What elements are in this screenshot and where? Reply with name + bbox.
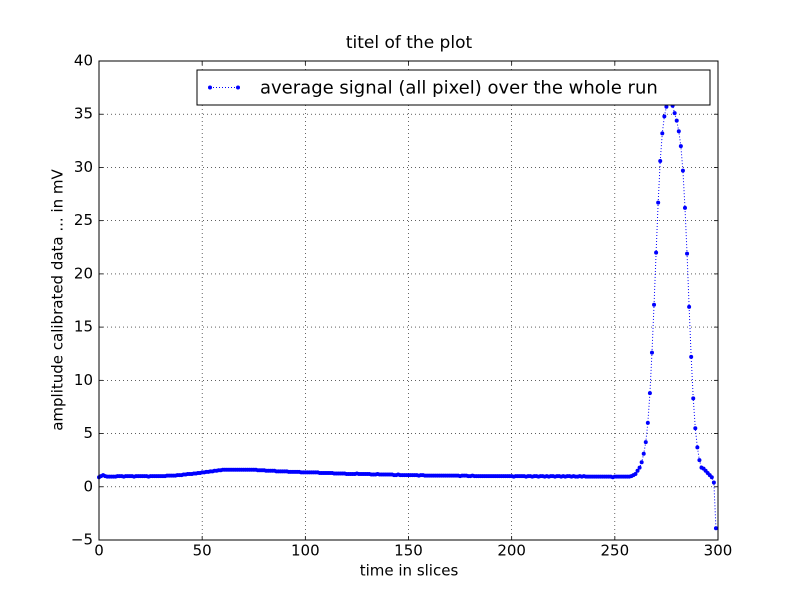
data-point — [678, 144, 683, 149]
legend: average signal (all pixel) over the whol… — [196, 69, 711, 106]
data-point — [689, 354, 694, 359]
data-point — [662, 114, 667, 119]
data-point — [709, 475, 714, 480]
legend-marker — [236, 85, 240, 90]
data-point — [658, 159, 663, 164]
y-tick-label: 35 — [74, 105, 93, 123]
data-point — [687, 304, 692, 309]
data-point — [660, 131, 665, 136]
y-tick-label: 0 — [83, 477, 93, 495]
data-point — [656, 200, 661, 205]
x-tick-label: 300 — [704, 542, 733, 560]
y-axis-label: amplitude calibrated data ... in mV — [49, 168, 67, 430]
data-point — [685, 251, 690, 256]
data-point — [645, 420, 650, 425]
y-tick-label: 5 — [83, 424, 93, 442]
data-point — [647, 391, 652, 396]
y-tick-label: 10 — [74, 371, 93, 389]
data-point — [693, 426, 698, 431]
data-point — [633, 472, 638, 477]
data-point — [676, 129, 681, 134]
data-point — [649, 350, 654, 355]
data-point — [691, 396, 696, 401]
x-tick-label: 150 — [394, 542, 423, 560]
x-tick-label: 250 — [601, 542, 630, 560]
data-point — [637, 465, 642, 470]
data-point — [639, 460, 644, 465]
x-tick-label: 0 — [94, 542, 104, 560]
data-point — [672, 111, 677, 116]
data-point — [711, 480, 716, 485]
x-tick-label: 200 — [497, 542, 526, 560]
y-tick-label: 25 — [74, 211, 93, 229]
legend-marker — [208, 85, 212, 90]
y-tick-label: −5 — [71, 531, 93, 549]
legend-box — [196, 69, 711, 106]
y-tick-label: 40 — [74, 52, 93, 70]
y-tick-label: 30 — [74, 158, 93, 176]
x-axis-label: time in slices — [360, 562, 459, 580]
y-tick-label: 20 — [74, 264, 93, 282]
data-point — [695, 445, 700, 450]
data-point — [680, 168, 685, 173]
data-point — [674, 118, 679, 123]
data-point — [664, 104, 669, 109]
chart-title: titel of the plot — [346, 33, 473, 53]
data-point — [697, 458, 702, 463]
data-point — [682, 205, 687, 210]
data-point — [641, 451, 646, 456]
y-tick-label: 15 — [74, 318, 93, 336]
data-point — [654, 250, 659, 255]
x-tick-label: 50 — [193, 542, 212, 560]
data-point — [643, 440, 648, 445]
x-tick-label: 100 — [291, 542, 320, 560]
data-point — [635, 468, 640, 473]
data-point — [652, 302, 657, 307]
legend-label: average signal (all pixel) over the whol… — [260, 78, 658, 99]
plot-frame — [98, 60, 719, 541]
data-point — [713, 526, 718, 531]
